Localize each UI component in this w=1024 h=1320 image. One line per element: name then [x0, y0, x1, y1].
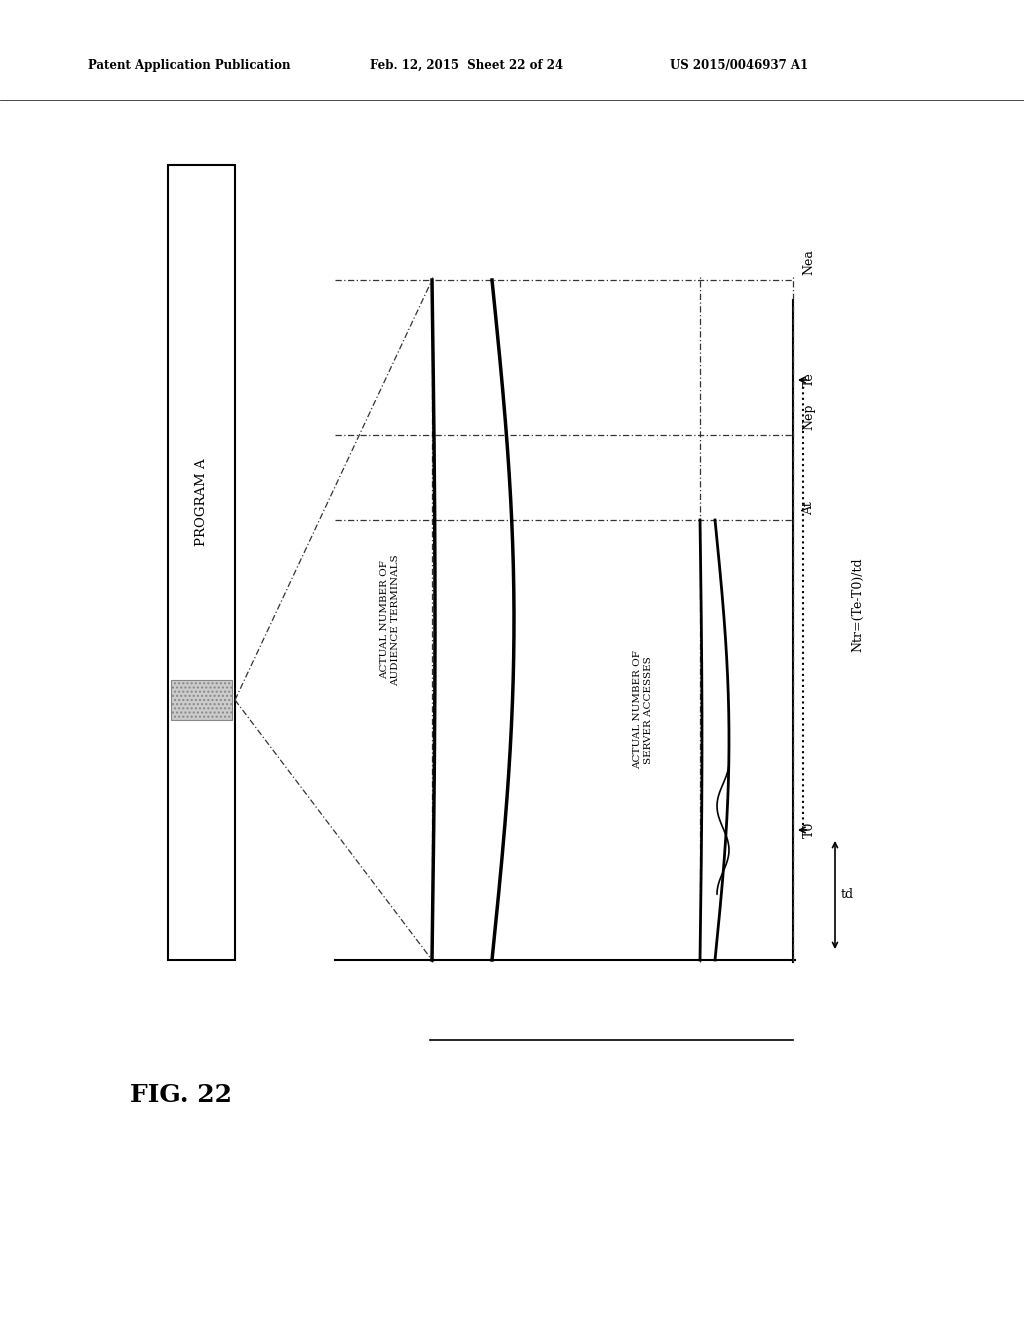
Text: US 2015/0046937 A1: US 2015/0046937 A1 — [670, 58, 808, 71]
Bar — [168, 165, 234, 960]
Text: ACTUAL NUMBER OF
SERVER ACCESSES: ACTUAL NUMBER OF SERVER ACCESSES — [633, 651, 653, 770]
Text: ACTUAL NUMBER OF
AUDIENCE TERMINALS: ACTUAL NUMBER OF AUDIENCE TERMINALS — [380, 554, 400, 686]
Text: T0: T0 — [803, 822, 816, 838]
Text: At: At — [802, 502, 815, 515]
Text: PROGRAM A: PROGRAM A — [195, 458, 208, 546]
Text: Feb. 12, 2015  Sheet 22 of 24: Feb. 12, 2015 Sheet 22 of 24 — [370, 58, 563, 71]
Text: Nep: Nep — [802, 404, 815, 430]
Text: Ntr=(Te-T0)/td: Ntr=(Te-T0)/td — [852, 557, 864, 652]
Text: td: td — [841, 888, 854, 902]
Text: FIG. 22: FIG. 22 — [130, 1082, 232, 1107]
Text: Te: Te — [803, 372, 816, 387]
Text: Nea: Nea — [802, 249, 815, 275]
Text: Patent Application Publication: Patent Application Publication — [88, 58, 291, 71]
Bar — [171, 680, 232, 719]
